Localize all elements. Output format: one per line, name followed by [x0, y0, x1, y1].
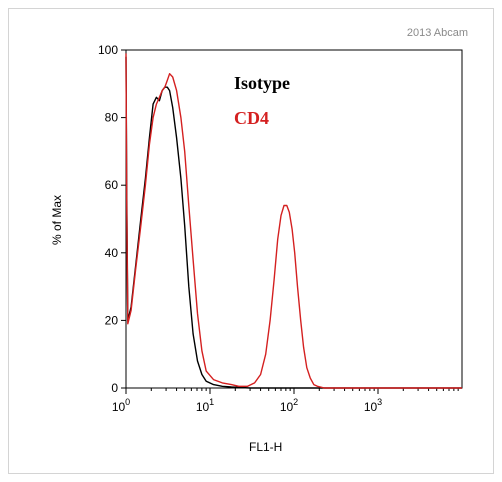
chart-frame	[8, 8, 494, 474]
watermark: 2013 Abcam	[406, 27, 468, 39]
legend-isotype: Isotype	[234, 73, 290, 93]
x-axis-title: FL1-H	[249, 440, 282, 454]
series-line-isotype	[125, 56, 462, 389]
y-tick-label: 100	[98, 43, 118, 57]
y-axis: 0 20 40 60 80 100	[98, 43, 126, 395]
y-tick-label: 20	[105, 313, 119, 327]
x-axis: 100 101 102 103	[112, 388, 459, 414]
y-tick-label: 60	[105, 178, 119, 192]
y-axis-title: % of Max	[50, 195, 64, 245]
plot-area	[125, 49, 463, 389]
y-tick-label: 80	[105, 111, 119, 125]
x-tick-label: 102	[280, 397, 298, 414]
legend-cd4: CD4	[234, 108, 269, 128]
x-tick-label: 101	[196, 397, 214, 414]
y-tick-label: 40	[105, 246, 119, 260]
series-line-cd4	[125, 53, 462, 389]
series-group	[125, 53, 462, 389]
x-tick-label: 100	[112, 397, 130, 414]
x-tick-label: 103	[364, 397, 382, 414]
y-tick-label: 0	[111, 381, 118, 395]
